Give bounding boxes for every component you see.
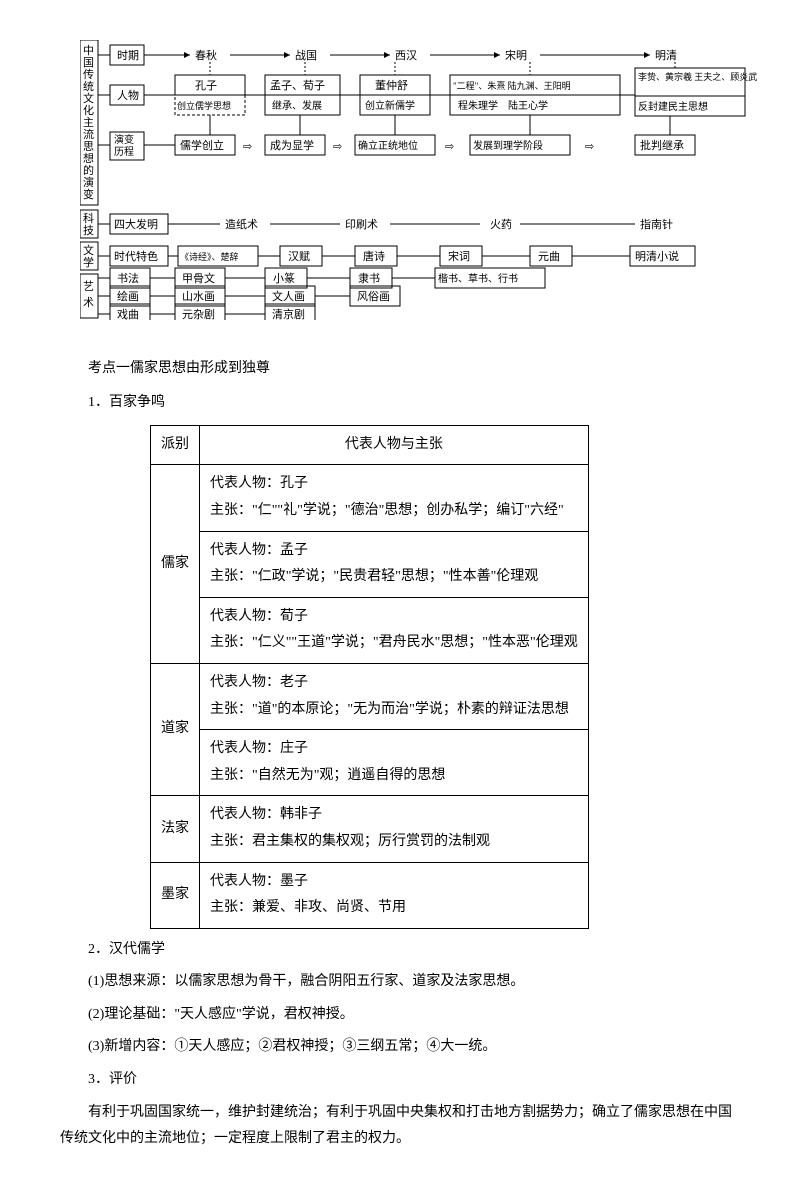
svg-text:儒学创立: 儒学创立	[180, 138, 224, 152]
svg-text:《诗经》、楚辞: 《诗经》、楚辞	[180, 251, 239, 262]
vertical-connectors-2	[210, 115, 670, 135]
svg-text:风俗画: 风俗画	[357, 290, 390, 303]
svg-text:批判继承: 批判继承	[640, 138, 684, 152]
school-entry: 代表人物：孟子 主张："仁政"学说；"民贵君轻"思想；"性本善"伦理观	[200, 531, 589, 597]
svg-text:⇨: ⇨	[243, 141, 252, 153]
table1-title: 1．百家争鸣	[60, 390, 740, 417]
svg-text:成为显学: 成为显学	[270, 138, 314, 152]
person-label: 人物	[117, 88, 139, 102]
svg-text:创立新儒学: 创立新儒学	[365, 99, 415, 112]
svg-text:西汉: 西汉	[395, 49, 417, 62]
svg-text:清京剧: 清京剧	[272, 307, 305, 320]
svg-text:山水画: 山水画	[182, 290, 215, 303]
school-name: 道家	[151, 663, 200, 795]
svg-text:李贽、黄宗羲 王夫之、顾炎武: 李贽、黄宗羲 王夫之、顾炎武	[638, 71, 757, 82]
han-p1: (1)思想来源：以儒家思想为骨干，融合阴阳五行家、道家及法家思想。	[60, 969, 740, 996]
svg-text:春秋: 春秋	[195, 48, 217, 62]
school-name: 墨家	[151, 862, 200, 928]
diagram-svg: 中 国 传 统 文 化 主 流 思 想 的 演 变 时期 春秋 战国 西汉 宋明…	[80, 40, 760, 320]
svg-text:"二程"、朱熹 陆九渊、王阳明: "二程"、朱熹 陆九渊、王阳明	[453, 80, 571, 91]
table-row: 代表人物：荀子 主张："仁义""王道"学说；"君舟民水"思想；"性本恶"伦理观	[151, 597, 589, 663]
svg-text:孔子: 孔子	[195, 79, 217, 92]
svg-text:元曲: 元曲	[538, 250, 560, 263]
schools-table: 派别 代表人物与主张 儒家 代表人物：孔子 主张："仁""礼"学说；"德治"思想…	[150, 425, 589, 929]
han-title: 2．汉代儒学	[60, 937, 740, 964]
svg-text:创立儒学思想: 创立儒学思想	[177, 100, 231, 111]
art-painting: 绘画	[117, 289, 139, 303]
section-title: 考点一儒家思想由形成到独尊	[60, 356, 740, 383]
concept-diagram: 中 国 传 统 文 化 主 流 思 想 的 演 变 时期 春秋 战国 西汉 宋明…	[80, 40, 740, 331]
svg-text:楷书、草书、行书: 楷书、草书、行书	[438, 272, 518, 285]
person-row: 孔子 创立儒学思想 孟子、荀子 继承、发展 董仲舒 创立新儒学 "二程"、朱熹 …	[144, 68, 757, 116]
school-name: 法家	[151, 796, 200, 862]
svg-text:宋词: 宋词	[448, 249, 470, 263]
svg-text:反封建民主思想: 反封建民主思想	[638, 100, 708, 113]
svg-text:孟子、荀子: 孟子、荀子	[270, 79, 325, 92]
svg-text:确立正统地位: 确立正统地位	[358, 139, 418, 152]
art-opera: 戏曲	[117, 308, 139, 320]
han-p2: (2)理论基础："天人感应"学说，君权神授。	[60, 1002, 740, 1029]
table-row: 代表人物：庄子 主张："自然无为"观；逍遥自得的思想	[151, 730, 589, 796]
svg-text:明清小说: 明清小说	[635, 249, 679, 263]
svg-text:指南针: 指南针	[640, 217, 673, 231]
svg-text:董仲舒: 董仲舒	[375, 78, 408, 92]
svg-text:战国: 战国	[295, 49, 317, 62]
art-row-0: 甲骨文 小篆 隶书 楷书、草书、行书	[150, 268, 545, 288]
school-entry: 代表人物：老子 主张："道"的本原论；"无为而治"学说；朴素的辩证法思想	[200, 663, 589, 729]
period-row: 春秋 战国 西汉 宋明 明清	[144, 48, 677, 62]
lit-root: 文学	[83, 243, 94, 269]
vertical-connectors	[210, 62, 675, 75]
svg-text:⇨: ⇨	[445, 141, 454, 153]
school-entry: 代表人物：荀子 主张："仁义""王道"学说；"君舟民水"思想；"性本恶"伦理观	[200, 597, 589, 663]
evolution-label: 演变历程	[114, 133, 134, 158]
svg-text:⇨: ⇨	[333, 141, 342, 153]
table-header: 派别	[151, 425, 200, 465]
art-root: 艺术	[83, 280, 94, 309]
svg-text:甲骨文: 甲骨文	[182, 271, 215, 285]
eval-p: 有利于巩固国家统一，维护封建统治；有利于巩固中央集权和打击地方割据势力；确立了儒…	[60, 1100, 740, 1153]
school-entry: 代表人物：墨子 主张：兼爱、非攻、尚贤、节用	[200, 862, 589, 928]
eval-title: 3．评价	[60, 1067, 740, 1094]
school-entry: 代表人物：孔子 主张："仁""礼"学说；"德治"思想；创办私学；编订"六经"	[200, 465, 589, 531]
svg-text:唐诗: 唐诗	[363, 249, 385, 263]
table-header: 代表人物与主张	[200, 425, 589, 465]
table-row: 法家 代表人物：韩非子 主张：君主集权的集权观；厉行赏罚的法制观	[151, 796, 589, 862]
diagram-root: 中 国 传 统 文 化 主 流 思 想 的 演 变	[83, 44, 97, 201]
tech-first: 四大发明	[114, 217, 158, 231]
svg-text:继承、发展: 继承、发展	[272, 99, 322, 112]
art-calligraphy: 书法	[117, 271, 139, 285]
period-label: 时期	[117, 49, 139, 62]
table-row: 代表人物：孟子 主张："仁政"学说；"民贵君轻"思想；"性本善"伦理观	[151, 531, 589, 597]
lit-first: 时代特色	[114, 249, 158, 263]
svg-text:造纸术: 造纸术	[225, 217, 258, 231]
svg-text:汉赋: 汉赋	[288, 250, 310, 263]
svg-text:元杂剧: 元杂剧	[182, 308, 215, 320]
school-name: 儒家	[151, 465, 200, 664]
svg-text:文人画: 文人画	[272, 289, 305, 303]
table-header-row: 派别 代表人物与主张	[151, 425, 589, 465]
art-row-1: 山水画 文人画 风俗画	[150, 286, 400, 306]
svg-text:火药: 火药	[490, 218, 512, 231]
han-p3: (3)新增内容：①天人感应；②君权神授；③三纲五常；④大一统。	[60, 1034, 740, 1061]
svg-text:程朱理学 陆王心学: 程朱理学 陆王心学	[458, 99, 548, 112]
svg-text:宋明: 宋明	[505, 48, 527, 62]
table-row: 墨家 代表人物：墨子 主张：兼爱、非攻、尚贤、节用	[151, 862, 589, 928]
svg-text:隶书: 隶书	[358, 271, 380, 285]
svg-text:印刷术: 印刷术	[345, 218, 378, 231]
evolution-row: 儒学创立 ⇨ 成为显学 ⇨ 确立正统地位 ⇨ 发展到理学阶段 ⇨ 批判继承	[144, 135, 695, 155]
svg-text:小篆: 小篆	[273, 271, 295, 285]
tech-row: 造纸术 印刷术 火药 指南针	[168, 217, 673, 231]
table-row: 道家 代表人物：老子 主张："道"的本原论；"无为而治"学说；朴素的辩证法思想	[151, 663, 589, 729]
tech-root: 科技	[83, 211, 94, 237]
table-row: 儒家 代表人物：孔子 主张："仁""礼"学说；"德治"思想；创办私学；编订"六经…	[151, 465, 589, 531]
school-entry: 代表人物：韩非子 主张：君主集权的集权观；厉行赏罚的法制观	[200, 796, 589, 862]
svg-text:明清: 明清	[655, 49, 677, 62]
svg-text:⇨: ⇨	[585, 141, 594, 153]
school-entry: 代表人物：庄子 主张："自然无为"观；逍遥自得的思想	[200, 730, 589, 796]
lit-row: 《诗经》、楚辞 汉赋 唐诗 宋词 元曲 明清小说	[168, 246, 695, 266]
svg-text:发展到理学阶段: 发展到理学阶段	[473, 139, 543, 152]
